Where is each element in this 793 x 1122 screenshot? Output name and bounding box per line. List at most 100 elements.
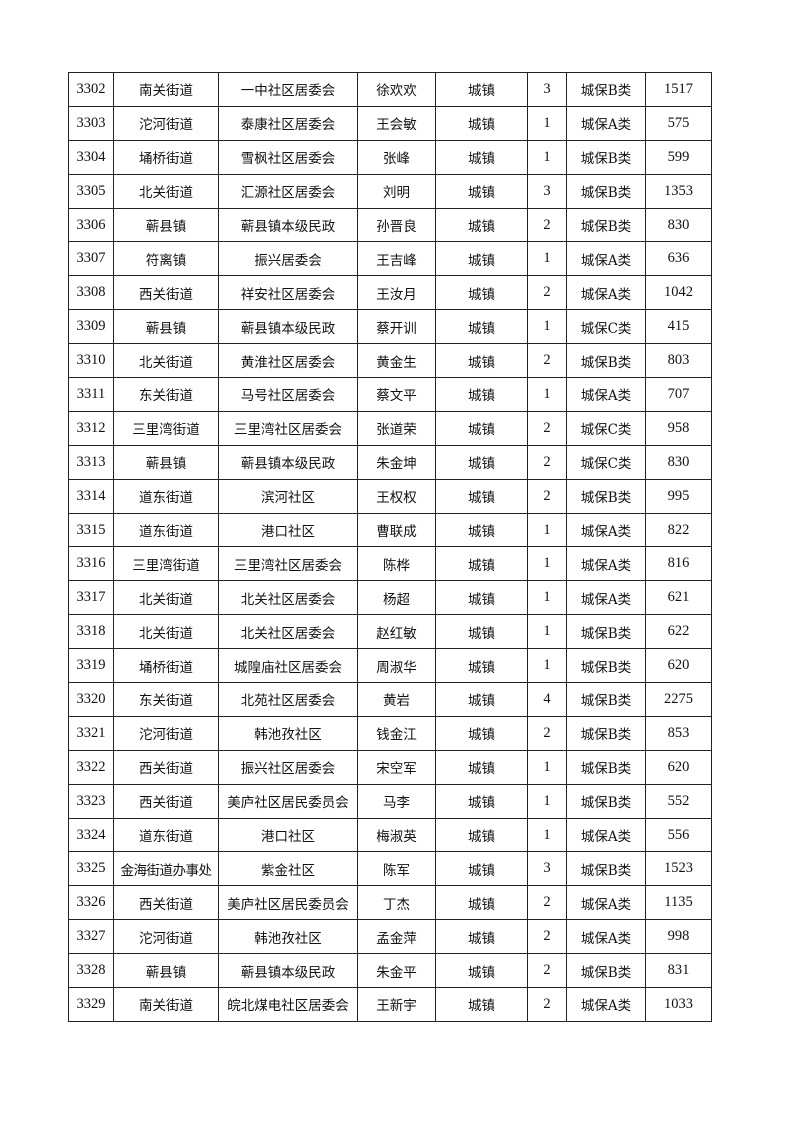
insurance-category-cell: 城保B类 bbox=[566, 715, 646, 751]
community-cell: 振兴居委会 bbox=[218, 241, 358, 277]
community-cell: 三里湾社区居委会 bbox=[218, 410, 358, 446]
household-size-cell: 4 bbox=[527, 682, 567, 717]
area-type-cell: 城镇 bbox=[435, 410, 528, 446]
community-cell: 振兴社区居委会 bbox=[218, 749, 358, 785]
table-row: 3312 三里湾街道 三里湾社区居委会 张道荣 城镇 2 城保C类 958 bbox=[68, 410, 712, 446]
household-size-cell: 3 bbox=[527, 72, 567, 107]
amount-cell: 415 bbox=[645, 309, 712, 345]
table-row: 3310 北关街道 黄淮社区居委会 黄金生 城镇 2 城保B类 803 bbox=[68, 343, 712, 379]
street-office-cell: 西关街道 bbox=[113, 885, 219, 921]
insurance-category-cell: 城保B类 bbox=[566, 749, 646, 785]
records-table: 3302 南关街道 一中社区居委会 徐欢欢 城镇 3 城保B类 1517 3303 沱河街道 泰康社… bbox=[68, 72, 712, 1022]
table-row: 3307 符离镇 振兴居委会 王吉峰 城镇 1 城保A类 636 bbox=[68, 241, 712, 277]
amount-cell: 1033 bbox=[645, 987, 712, 1022]
person-name-cell: 张峰 bbox=[357, 139, 436, 175]
community-cell: 滨河社区 bbox=[218, 478, 358, 514]
amount-cell: 575 bbox=[645, 105, 712, 141]
amount-cell: 1517 bbox=[645, 72, 712, 107]
street-office-cell: 北关街道 bbox=[113, 173, 219, 209]
street-office-cell: 蕲县镇 bbox=[113, 953, 219, 989]
household-size-cell: 3 bbox=[527, 173, 567, 209]
street-office-cell: 沱河街道 bbox=[113, 715, 219, 751]
community-cell: 北关社区居委会 bbox=[218, 580, 358, 616]
community-cell: 紫金社区 bbox=[218, 851, 358, 887]
row-number-cell: 3315 bbox=[68, 512, 114, 548]
person-name-cell: 蔡开训 bbox=[357, 309, 436, 345]
person-name-cell: 朱金坤 bbox=[357, 444, 436, 480]
street-office-cell: 道东街道 bbox=[113, 478, 219, 514]
table-row: 3313 蕲县镇 蕲县镇本级民政 朱金坤 城镇 2 城保C类 830 bbox=[68, 444, 712, 480]
street-office-cell: 符离镇 bbox=[113, 241, 219, 277]
row-number-cell: 3320 bbox=[68, 682, 114, 717]
household-size-cell: 1 bbox=[527, 139, 567, 175]
household-size-cell: 1 bbox=[527, 512, 567, 548]
table-row: 3309 蕲县镇 蕲县镇本级民政 蔡开训 城镇 1 城保C类 415 bbox=[68, 309, 712, 345]
household-size-cell: 2 bbox=[527, 987, 567, 1022]
amount-cell: 1042 bbox=[645, 275, 712, 311]
community-cell: 美庐社区居民委员会 bbox=[218, 885, 358, 921]
community-cell: 皖北煤电社区居委会 bbox=[218, 987, 358, 1022]
row-number-cell: 3310 bbox=[68, 343, 114, 379]
person-name-cell: 宋空军 bbox=[357, 749, 436, 785]
person-name-cell: 王汝月 bbox=[357, 275, 436, 311]
area-type-cell: 城镇 bbox=[435, 72, 528, 107]
household-size-cell: 2 bbox=[527, 343, 567, 379]
street-office-cell: 蕲县镇 bbox=[113, 207, 219, 243]
street-office-cell: 三里湾街道 bbox=[113, 410, 219, 446]
table-row: 3328 蕲县镇 蕲县镇本级民政 朱金平 城镇 2 城保B类 831 bbox=[68, 953, 712, 989]
street-office-cell: 埇桥街道 bbox=[113, 139, 219, 175]
amount-cell: 822 bbox=[645, 512, 712, 548]
amount-cell: 599 bbox=[645, 139, 712, 175]
person-name-cell: 曹联成 bbox=[357, 512, 436, 548]
amount-cell: 636 bbox=[645, 241, 712, 277]
insurance-category-cell: 城保A类 bbox=[566, 377, 646, 412]
household-size-cell: 2 bbox=[527, 207, 567, 243]
street-office-cell: 北关街道 bbox=[113, 580, 219, 616]
insurance-category-cell: 城保A类 bbox=[566, 987, 646, 1022]
row-number-cell: 3325 bbox=[68, 851, 114, 887]
community-cell: 城隍庙社区居委会 bbox=[218, 648, 358, 684]
row-number-cell: 3305 bbox=[68, 173, 114, 209]
table-row: 3329 南关街道 皖北煤电社区居委会 王新宇 城镇 2 城保A类 1033 bbox=[68, 987, 712, 1022]
person-name-cell: 陈桦 bbox=[357, 546, 436, 582]
amount-cell: 621 bbox=[645, 580, 712, 616]
insurance-category-cell: 城保B类 bbox=[566, 478, 646, 514]
insurance-category-cell: 城保A类 bbox=[566, 512, 646, 548]
area-type-cell: 城镇 bbox=[435, 919, 528, 955]
area-type-cell: 城镇 bbox=[435, 309, 528, 345]
area-type-cell: 城镇 bbox=[435, 546, 528, 582]
street-office-cell: 三里湾街道 bbox=[113, 546, 219, 582]
street-office-cell: 西关街道 bbox=[113, 783, 219, 819]
community-cell: 蕲县镇本级民政 bbox=[218, 309, 358, 345]
household-size-cell: 1 bbox=[527, 580, 567, 616]
community-cell: 韩池孜社区 bbox=[218, 919, 358, 955]
row-number-cell: 3328 bbox=[68, 953, 114, 989]
community-cell: 北关社区居委会 bbox=[218, 614, 358, 650]
insurance-category-cell: 城保A类 bbox=[566, 241, 646, 277]
community-cell: 黄淮社区居委会 bbox=[218, 343, 358, 379]
insurance-category-cell: 城保B类 bbox=[566, 139, 646, 175]
insurance-category-cell: 城保B类 bbox=[566, 72, 646, 107]
amount-cell: 1523 bbox=[645, 851, 712, 887]
row-number-cell: 3312 bbox=[68, 410, 114, 446]
row-number-cell: 3327 bbox=[68, 919, 114, 955]
community-cell: 港口社区 bbox=[218, 512, 358, 548]
area-type-cell: 城镇 bbox=[435, 749, 528, 785]
insurance-category-cell: 城保B类 bbox=[566, 851, 646, 887]
table-row: 3311 东关街道 马号社区居委会 蔡文平 城镇 1 城保A类 707 bbox=[68, 377, 712, 412]
area-type-cell: 城镇 bbox=[435, 885, 528, 921]
household-size-cell: 1 bbox=[527, 377, 567, 412]
household-size-cell: 1 bbox=[527, 817, 567, 853]
area-type-cell: 城镇 bbox=[435, 377, 528, 412]
household-size-cell: 1 bbox=[527, 749, 567, 785]
person-name-cell: 蔡文平 bbox=[357, 377, 436, 412]
household-size-cell: 3 bbox=[527, 851, 567, 887]
insurance-category-cell: 城保C类 bbox=[566, 410, 646, 446]
area-type-cell: 城镇 bbox=[435, 580, 528, 616]
amount-cell: 1135 bbox=[645, 885, 712, 921]
person-name-cell: 孙晋良 bbox=[357, 207, 436, 243]
street-office-cell: 蕲县镇 bbox=[113, 444, 219, 480]
household-size-cell: 2 bbox=[527, 444, 567, 480]
insurance-category-cell: 城保A类 bbox=[566, 919, 646, 955]
table-row: 3304 埇桥街道 雪枫社区居委会 张峰 城镇 1 城保B类 599 bbox=[68, 139, 712, 175]
